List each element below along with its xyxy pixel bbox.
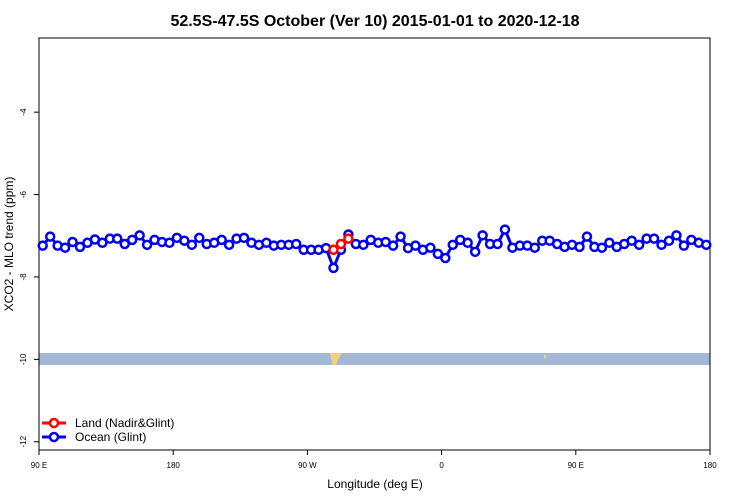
- series-marker: [74, 241, 86, 253]
- series-marker: [37, 240, 48, 251]
- series-marker: [663, 235, 675, 246]
- series-marker: [335, 238, 347, 250]
- series-marker: [141, 239, 153, 251]
- series-marker: [59, 242, 71, 253]
- x-tick-label: 90 E: [31, 461, 47, 470]
- y-tick-label: -12: [19, 435, 28, 447]
- series-marker: [671, 230, 682, 241]
- series-marker: [633, 239, 645, 251]
- legend-marker: [48, 417, 60, 429]
- series-marker: [387, 240, 399, 251]
- land-patch: [330, 353, 342, 365]
- series-marker: [179, 235, 190, 246]
- series-marker: [529, 242, 541, 253]
- series-marker: [440, 252, 451, 264]
- series-marker: [358, 239, 369, 251]
- surface-strip: [39, 353, 710, 365]
- series-marker: [97, 237, 108, 249]
- series-marker: [410, 240, 421, 251]
- y-tick-label: -8: [19, 273, 28, 281]
- series-marker: [223, 239, 235, 251]
- series-marker: [134, 230, 145, 241]
- series-marker: [492, 238, 503, 250]
- y-tick-label: -10: [19, 353, 28, 365]
- series-marker: [328, 262, 339, 274]
- series-marker: [574, 241, 585, 253]
- series-marker: [112, 233, 123, 244]
- series-marker: [328, 244, 339, 256]
- series-marker: [581, 231, 593, 242]
- series-marker: [186, 239, 198, 251]
- series-marker: [626, 235, 637, 246]
- series-marker: [604, 237, 615, 249]
- x-tick-label: 180: [703, 461, 717, 470]
- series-marker: [596, 242, 608, 253]
- y-axis-label: XCO2 - MLO trend (ppm): [2, 177, 16, 312]
- series-marker: [290, 238, 302, 250]
- series-marker: [477, 230, 488, 241]
- series-marker: [238, 232, 250, 244]
- legend-label: Land (Nadir&Glint): [75, 416, 174, 430]
- x-tick-label: 180: [167, 461, 181, 470]
- series-marker: [343, 233, 354, 244]
- x-tick-label: 90 W: [298, 461, 317, 470]
- legend-label: Ocean (Glint): [75, 430, 146, 444]
- series-marker: [425, 242, 436, 253]
- series-marker: [447, 239, 459, 251]
- y-tick-label: -4: [19, 108, 28, 116]
- series-marker: [395, 231, 406, 242]
- land-patch: [544, 355, 546, 358]
- x-tick-label: 0: [439, 461, 444, 470]
- series-marker: [432, 248, 444, 260]
- series-marker: [648, 233, 660, 244]
- x-axis-label: Longitude (deg E): [327, 477, 422, 491]
- series-marker: [126, 234, 138, 246]
- y-tick-label: -6: [19, 190, 28, 198]
- legend-marker: [48, 431, 60, 443]
- series-marker: [216, 234, 227, 246]
- series-marker: [701, 239, 712, 251]
- series-marker: [119, 238, 130, 250]
- series-marker: [678, 240, 690, 251]
- series-marker: [462, 237, 473, 249]
- chart-title: 52.5S-47.5S October (Ver 10) 2015-01-01 …: [170, 13, 579, 30]
- x-tick-label: 90 E: [568, 461, 584, 470]
- series-marker: [164, 237, 175, 249]
- series-marker: [67, 236, 78, 248]
- series-marker: [656, 239, 667, 251]
- series-marker: [469, 246, 481, 258]
- series-marker: [499, 224, 511, 235]
- series-marker: [194, 232, 205, 244]
- series-marker: [44, 231, 56, 242]
